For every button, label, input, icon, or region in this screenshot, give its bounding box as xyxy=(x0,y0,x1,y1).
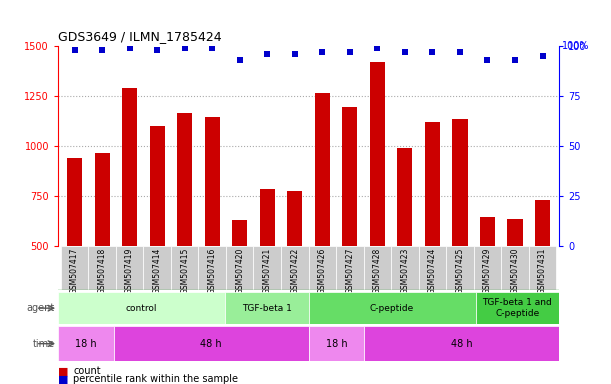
Point xyxy=(428,49,437,55)
Point xyxy=(97,47,107,53)
Text: C-peptide: C-peptide xyxy=(370,304,414,313)
Text: GSM507419: GSM507419 xyxy=(125,248,134,295)
Text: GSM507430: GSM507430 xyxy=(511,248,519,295)
Bar xyxy=(67,158,82,246)
Text: GSM507415: GSM507415 xyxy=(180,248,189,295)
Bar xyxy=(61,246,89,290)
Bar xyxy=(226,246,254,290)
Bar xyxy=(58,326,114,361)
Bar xyxy=(309,292,475,324)
Bar xyxy=(309,326,364,361)
Point xyxy=(207,45,217,51)
Bar xyxy=(205,117,220,246)
Text: time: time xyxy=(33,339,55,349)
Point xyxy=(290,51,299,57)
Bar xyxy=(232,220,247,246)
Text: 18 h: 18 h xyxy=(75,339,97,349)
Text: GSM507425: GSM507425 xyxy=(455,248,464,295)
Bar xyxy=(122,88,137,246)
Bar xyxy=(89,246,116,290)
Bar xyxy=(281,246,309,290)
Text: GSM507423: GSM507423 xyxy=(400,248,409,295)
Bar xyxy=(419,246,446,290)
Point xyxy=(318,49,327,55)
Text: GSM507429: GSM507429 xyxy=(483,248,492,295)
Text: count: count xyxy=(73,366,101,376)
Bar xyxy=(95,153,109,246)
Point xyxy=(373,45,382,51)
Bar xyxy=(336,246,364,290)
Text: ■: ■ xyxy=(58,374,68,384)
Text: GSM507424: GSM507424 xyxy=(428,248,437,295)
Bar xyxy=(171,246,199,290)
Text: GSM507420: GSM507420 xyxy=(235,248,244,295)
Text: GSM507418: GSM507418 xyxy=(98,248,106,294)
Bar xyxy=(535,200,550,246)
Bar xyxy=(260,189,275,246)
Bar xyxy=(364,326,559,361)
Point xyxy=(538,53,547,59)
Point xyxy=(152,47,162,53)
Bar xyxy=(144,246,171,290)
Bar xyxy=(58,292,225,324)
Point xyxy=(235,57,244,63)
Bar xyxy=(474,246,501,290)
Point xyxy=(400,49,410,55)
Bar xyxy=(116,246,144,290)
Bar xyxy=(150,126,165,246)
Bar xyxy=(114,326,309,361)
Bar xyxy=(225,292,309,324)
Bar xyxy=(475,292,559,324)
Text: percentile rank within the sample: percentile rank within the sample xyxy=(73,374,238,384)
Point xyxy=(125,45,134,51)
Bar xyxy=(177,113,192,246)
Bar xyxy=(508,219,522,246)
Text: 18 h: 18 h xyxy=(326,339,347,349)
Point xyxy=(262,51,272,57)
Text: GSM507428: GSM507428 xyxy=(373,248,382,294)
Text: GSM507422: GSM507422 xyxy=(290,248,299,294)
Text: TGF-beta 1: TGF-beta 1 xyxy=(242,304,291,313)
Bar xyxy=(452,119,467,246)
Text: 48 h: 48 h xyxy=(200,339,222,349)
Text: GDS3649 / ILMN_1785424: GDS3649 / ILMN_1785424 xyxy=(58,30,222,43)
Text: 100%: 100% xyxy=(562,41,590,51)
Bar xyxy=(370,62,385,246)
Point xyxy=(483,57,492,63)
Point xyxy=(510,57,520,63)
Text: ■: ■ xyxy=(58,366,68,376)
Bar xyxy=(480,217,495,246)
Text: GSM507427: GSM507427 xyxy=(345,248,354,295)
Bar xyxy=(391,246,419,290)
Bar xyxy=(425,122,440,246)
Bar xyxy=(309,246,336,290)
Text: GSM507431: GSM507431 xyxy=(538,248,547,295)
Bar xyxy=(254,246,281,290)
Bar xyxy=(364,246,391,290)
Text: agent: agent xyxy=(27,303,55,313)
Bar xyxy=(529,246,556,290)
Bar xyxy=(501,246,529,290)
Point xyxy=(345,49,355,55)
Point xyxy=(180,45,189,51)
Bar xyxy=(287,191,302,246)
Text: GSM507417: GSM507417 xyxy=(70,248,79,295)
Text: TGF-beta 1 and
C-peptide: TGF-beta 1 and C-peptide xyxy=(483,298,552,318)
Text: GSM507416: GSM507416 xyxy=(208,248,217,295)
Text: GSM507414: GSM507414 xyxy=(153,248,162,295)
Text: 48 h: 48 h xyxy=(451,339,472,349)
Point xyxy=(455,49,465,55)
Bar xyxy=(446,246,474,290)
Bar xyxy=(199,246,226,290)
Bar xyxy=(342,107,357,246)
Text: GSM507421: GSM507421 xyxy=(263,248,272,294)
Point xyxy=(70,47,79,53)
Text: control: control xyxy=(126,304,157,313)
Bar xyxy=(397,148,412,246)
Text: GSM507426: GSM507426 xyxy=(318,248,327,295)
Bar xyxy=(315,93,330,246)
